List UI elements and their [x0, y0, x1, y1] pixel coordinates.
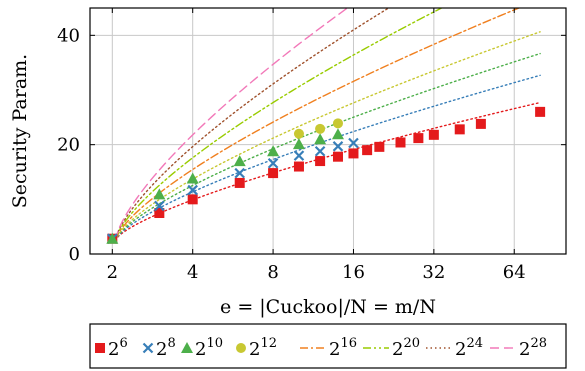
x-tick-label: 2 [107, 262, 118, 283]
data-point-cross-stroke [267, 157, 279, 169]
series-curve-20 [114, 8, 443, 242]
x-axis-label: e = |Cuckoo|/N = m/N [220, 296, 436, 318]
legend-label: 224 [455, 336, 483, 360]
data-point-square [332, 151, 343, 162]
data-point-square [395, 137, 406, 148]
series-curve-28 [114, 8, 349, 242]
data-point-square [268, 168, 279, 179]
data-point-cross-stroke [187, 184, 198, 196]
legend: 26 28 210 212 216 220 224 228 [89, 323, 567, 369]
y-tick-label: 40 [57, 25, 80, 46]
data-point-circle [293, 128, 304, 139]
data-point-square [315, 156, 326, 167]
legend-label: 220 [392, 336, 420, 360]
legend-marker-cross [142, 342, 154, 354]
y-tick-label: 0 [69, 244, 80, 265]
ticks: 2 4 8 16 32 64 0 20 40 [57, 8, 566, 283]
data-point-cross [234, 167, 245, 179]
data-point-square [535, 106, 546, 117]
data-point-cross [293, 150, 305, 161]
legend-marker-triangle [181, 342, 193, 353]
data-point-square [187, 194, 198, 205]
x-tick-label: 4 [187, 262, 198, 283]
x-tick-label: 32 [422, 262, 445, 283]
legend-label: 212 [249, 336, 277, 360]
data-point-cross-stroke [293, 150, 305, 161]
data-point-cross [348, 137, 359, 149]
data-point-square [428, 129, 439, 140]
data-point-square [348, 148, 359, 159]
series-curve-16 [114, 8, 521, 242]
data-point-square [454, 124, 465, 135]
data-point-cross [154, 200, 165, 212]
data-point-triangle [314, 133, 327, 145]
data-point-circle [332, 118, 343, 129]
data-point-circle [315, 123, 326, 134]
dotted-fit-curve [114, 74, 541, 242]
data-point-triangle [186, 172, 199, 184]
legend-label: 210 [195, 336, 223, 360]
x-tick-label: 16 [342, 262, 365, 283]
dotted-fit-curve [114, 101, 541, 242]
data-point-square [413, 133, 424, 144]
data-point-square [475, 118, 486, 129]
data-point-triangle [233, 155, 246, 167]
legend-label: 216 [329, 336, 357, 360]
curves [114, 8, 541, 242]
dotted-fit-curve [114, 52, 541, 242]
legend-label: 26 [108, 336, 128, 360]
data-point-cross-stroke [314, 145, 326, 157]
legend-label: 28 [156, 336, 176, 360]
legend-label: 228 [519, 336, 547, 360]
y-axis-label: Security Param. [9, 54, 31, 208]
data-point-cross-stroke [332, 141, 344, 152]
data-point-square [154, 208, 165, 218]
legend-marker-square [95, 343, 105, 353]
data-point-cross-stroke [234, 167, 245, 179]
legend-marker-cross-stroke [142, 342, 154, 354]
data-point-square [234, 177, 245, 188]
data-point-cross-stroke [154, 200, 165, 212]
series-curve-24 [114, 8, 391, 242]
data-point-triangle [153, 188, 166, 200]
data-point-cross [267, 157, 279, 169]
data-point-cross [332, 141, 344, 152]
data-point-cross-stroke [348, 137, 359, 149]
x-tick-label: 64 [503, 262, 526, 283]
data-point-cross [187, 184, 198, 196]
x-tick-label: 8 [267, 262, 278, 283]
data-point-square [374, 141, 385, 152]
markers [106, 106, 546, 244]
y-tick-label: 20 [57, 135, 80, 156]
data-point-cross [314, 145, 326, 157]
data-point-triangle [267, 145, 280, 157]
plot-frame [89, 7, 567, 255]
data-point-triangle [331, 128, 344, 140]
data-point-triangle [106, 232, 119, 244]
data-point-square [293, 161, 304, 172]
legend-marker-circle [236, 343, 246, 353]
dotted-fit-curve [114, 31, 541, 242]
data-point-square [362, 145, 373, 156]
data-point-triangle [292, 138, 305, 150]
legend-box [89, 323, 567, 369]
